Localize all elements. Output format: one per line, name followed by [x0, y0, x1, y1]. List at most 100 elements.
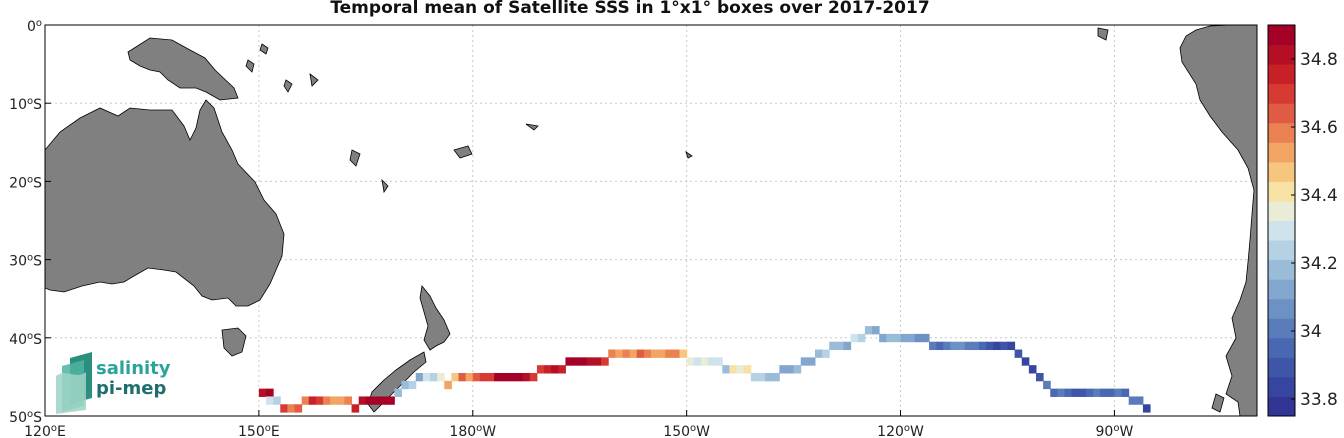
sss-cell — [494, 372, 502, 382]
sss-cell — [444, 380, 452, 390]
pacific-islands — [245, 27, 1225, 413]
colorbar-swatch — [1268, 376, 1295, 397]
lat-tick-label: 30oS — [9, 253, 42, 270]
sss-cell — [822, 349, 830, 358]
sss-cell — [565, 357, 574, 366]
colorbar-swatch — [1268, 181, 1295, 202]
plot-frame — [44, 24, 1258, 417]
sss-cell — [686, 357, 695, 366]
axis-ticks: 120oE 150oE 180oW 150oW 120oW 90oW 0o 10oS 20oS 3… — [9, 18, 1133, 438]
sss-cell — [330, 396, 338, 405]
sss-cell — [579, 357, 588, 366]
sss-cell — [786, 365, 795, 374]
lat-tick-label: 20oS — [9, 174, 42, 191]
sss-cell — [907, 333, 916, 343]
sss-cell — [829, 341, 837, 351]
colorbar-frame — [1267, 24, 1296, 417]
sss-cell — [1085, 388, 1094, 397]
sss-cell — [743, 365, 752, 374]
sss-cell — [351, 404, 360, 413]
sss-cell — [586, 357, 595, 366]
sss-cell — [886, 333, 894, 343]
sss-cells — [258, 326, 1151, 413]
sss-cell — [593, 357, 602, 366]
sss-cell — [1014, 349, 1023, 358]
sss-cell — [551, 365, 559, 374]
colorbar-swatch — [1268, 25, 1295, 46]
lon-tick-label: 120oW — [877, 423, 924, 438]
sss-cell — [601, 357, 609, 366]
sss-cell — [280, 404, 288, 413]
sss-cell — [372, 396, 381, 405]
lat-tick-label: 40oS — [9, 331, 42, 348]
sss-cell — [344, 396, 353, 405]
colorbar-swatch — [1268, 122, 1295, 143]
sss-cell — [415, 372, 424, 382]
colorbar-tick-label: 34.8 — [1300, 50, 1338, 70]
salinity-pimep-logo: salinity pi-mep — [56, 352, 171, 414]
sss-cell — [1100, 388, 1108, 397]
sss-cell — [1021, 357, 1030, 366]
sss-cell — [814, 349, 823, 358]
sss-cell — [850, 333, 859, 343]
sss-cell — [536, 365, 545, 374]
sss-cell — [515, 372, 524, 382]
colorbar-swatch — [1268, 240, 1295, 261]
colorbar-tick-label: 33.8 — [1300, 390, 1338, 410]
sss-cell — [879, 333, 887, 343]
sss-cell — [993, 341, 1001, 351]
sss-cell — [308, 396, 317, 405]
lon-tick-label: 150oE — [238, 423, 280, 438]
colorbar-swatch — [1268, 200, 1295, 221]
sss-cell — [422, 372, 431, 382]
sss-cell — [921, 333, 930, 343]
south-america — [1179, 25, 1257, 416]
sss-cell — [929, 341, 937, 351]
sss-cell — [394, 388, 402, 397]
lat-tick-label: 0o — [27, 18, 42, 35]
colorbar-swatch — [1268, 142, 1295, 163]
logo-line2: pi-mep — [96, 378, 166, 399]
australia — [45, 99, 285, 307]
sss-cell — [508, 372, 517, 382]
sss-cell — [1007, 341, 1016, 351]
colorbar-swatch — [1268, 220, 1295, 241]
lon-tick-label: 90oW — [1096, 423, 1134, 438]
colorbar-swatch — [1268, 396, 1295, 417]
sss-cell — [950, 341, 959, 351]
colorbar-swatch — [1268, 357, 1295, 378]
sss-cell — [757, 372, 766, 382]
sss-cell — [729, 365, 738, 374]
sss-cell — [971, 341, 980, 351]
sss-cell — [544, 365, 552, 374]
sss-cell — [700, 357, 709, 366]
colorbar-swatch — [1268, 259, 1295, 280]
sss-cell — [1064, 388, 1073, 397]
sss-cell — [893, 333, 902, 343]
sss-cell — [358, 396, 367, 405]
colorbar: 33.8 34 34.2 34.4 34.6 34.8 — [1267, 24, 1338, 417]
sss-cell — [807, 357, 816, 366]
sss-cell — [636, 349, 645, 358]
sss-cell — [1107, 388, 1115, 397]
sss-cell — [978, 341, 987, 351]
colorbar-tick-label: 34 — [1300, 322, 1322, 342]
map-title: Temporal mean of Satellite SSS in 1°x1° … — [330, 0, 930, 18]
sss-cell — [736, 365, 745, 374]
sss-cell — [365, 396, 374, 405]
sss-cell — [487, 372, 495, 382]
sss-cell — [914, 333, 923, 343]
colorbar-swatch — [1268, 44, 1295, 65]
sss-cell — [864, 326, 873, 335]
sss-cell — [408, 380, 417, 390]
logo-line1: salinity — [96, 358, 171, 379]
sss-cell — [651, 349, 659, 358]
sss-cell — [1093, 388, 1101, 397]
sss-cell — [529, 372, 538, 382]
sss-cell — [401, 380, 410, 390]
sss-cell — [708, 357, 716, 366]
sss-cell — [836, 341, 844, 351]
sss-cell — [301, 396, 310, 405]
sss-cell — [715, 357, 723, 366]
